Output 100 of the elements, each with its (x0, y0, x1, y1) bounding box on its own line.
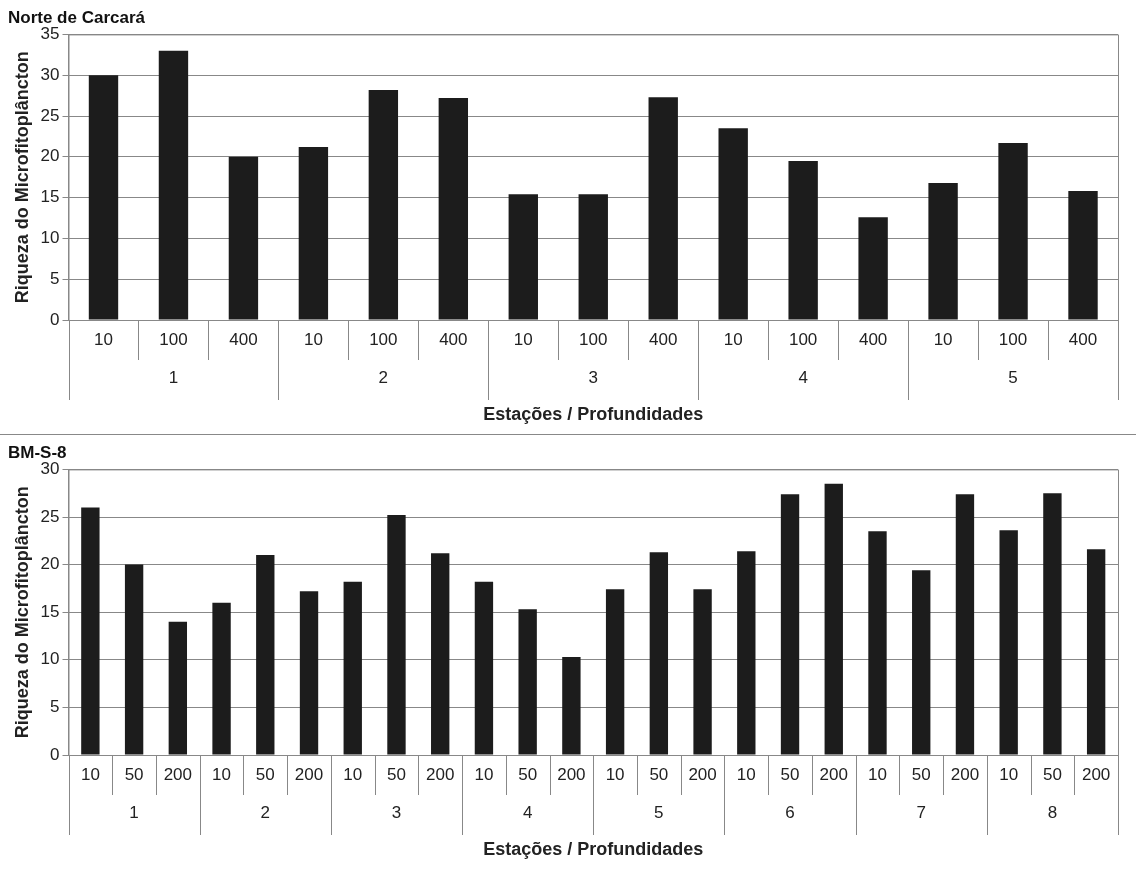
y-tick-label: 30 (40, 459, 60, 479)
text: 6 (785, 802, 795, 822)
x-tick-label: 200 (950, 764, 980, 784)
text: 1 (129, 802, 139, 822)
bar (955, 494, 975, 755)
y-axis-title: Riqueza do Microfitoplâncton (11, 486, 32, 739)
y-tick-label: 30 (40, 64, 60, 84)
bar (648, 97, 678, 320)
bar (737, 551, 756, 755)
chart-title: Norte de Carcará (8, 7, 146, 27)
chart-title: BM-S-8 (8, 442, 67, 462)
bar (368, 89, 399, 320)
bar (212, 602, 231, 755)
x-tick-label: 10 (343, 764, 363, 784)
x-tick-label: 50 (124, 764, 144, 784)
x-tick-label: 200 (294, 764, 324, 784)
bar (562, 656, 581, 755)
x-tick-label: 100 (369, 329, 398, 349)
y-tick-label: 15 (40, 187, 60, 207)
x-tick-label: 10 (513, 329, 533, 349)
bar (649, 552, 669, 755)
x-tick-label: 400 (858, 329, 888, 349)
y-tick-label: 5 (50, 268, 60, 288)
bar (299, 591, 319, 755)
bar (868, 531, 887, 755)
x-tick-label: 10 (605, 764, 625, 784)
x-tick-label: 10 (212, 764, 232, 784)
y-tick-label: 5 (50, 697, 60, 717)
x-tick-label: 100 (159, 329, 188, 349)
bar (1043, 493, 1062, 755)
x-axis-title: Estações / Profundidades (483, 839, 704, 860)
bar (518, 609, 537, 755)
x-tick-label: 100 (998, 329, 1028, 349)
x-tick-label: 50 (1042, 764, 1062, 784)
x-tick-label: 200 (426, 764, 455, 784)
x-tick-label: 50 (255, 764, 275, 784)
bar (1086, 549, 1106, 755)
text: 3 (391, 802, 402, 822)
y-axis-title: Riqueza do Microfitoplâncton (11, 51, 32, 304)
x-tick-label: 50 (649, 764, 669, 784)
bar (474, 581, 494, 755)
text: 4 (522, 802, 533, 822)
y-tick-label: 25 (40, 105, 60, 125)
y-tick-label: 20 (40, 554, 60, 574)
y-tick-label: 20 (40, 146, 60, 166)
x-tick-label: 400 (1068, 329, 1098, 349)
x-tick-label: 400 (229, 329, 258, 349)
bar (1068, 191, 1098, 320)
x-tick-label: 200 (688, 764, 717, 784)
x-tick-label: 100 (788, 329, 818, 349)
text: 7 (916, 802, 926, 822)
x-axis-title: Estações / Profundidades (483, 404, 704, 425)
bar (88, 75, 119, 320)
x-tick-label: 400 (649, 329, 678, 349)
bar (999, 530, 1018, 755)
x-tick-label: 200 (163, 764, 193, 784)
y-tick-label: 0 (50, 744, 60, 764)
y-tick-label: 35 (40, 24, 60, 44)
x-tick-label: 10 (868, 764, 887, 784)
bar (256, 555, 275, 755)
bar (693, 589, 712, 755)
bar (998, 142, 1028, 320)
x-tick-label: 50 (518, 764, 538, 784)
bar (431, 553, 450, 755)
text: 3 (588, 367, 598, 387)
bar (387, 515, 406, 755)
x-tick-label: 50 (911, 764, 931, 784)
bar (438, 98, 469, 320)
x-tick-label: 50 (387, 764, 406, 784)
bar (824, 483, 843, 755)
y-tick-label: 25 (40, 506, 60, 526)
text: 5 (1008, 367, 1018, 387)
bar (912, 570, 931, 755)
bar (343, 581, 362, 755)
x-tick-label: 50 (780, 764, 800, 784)
bar (780, 494, 800, 755)
text: 4 (798, 367, 808, 387)
bar (81, 507, 100, 755)
bar (508, 194, 538, 320)
bar (168, 621, 188, 755)
x-tick-label: 10 (736, 764, 756, 784)
bar (228, 156, 259, 320)
bar (788, 160, 818, 320)
x-tick-label: 10 (303, 329, 323, 349)
text: 2 (378, 367, 389, 387)
bar (718, 128, 748, 320)
x-tick-label: 400 (439, 329, 468, 349)
x-tick-label: 10 (999, 764, 1019, 784)
bar (928, 182, 958, 320)
text: 2 (260, 802, 271, 822)
x-tick-label: 200 (819, 764, 848, 784)
y-tick-label: 10 (40, 649, 60, 669)
bar (158, 50, 189, 320)
x-tick-label: 200 (1081, 764, 1111, 784)
text: 8 (1047, 802, 1058, 822)
bar (124, 564, 144, 755)
bar (578, 194, 608, 320)
x-tick-label: 10 (94, 329, 113, 349)
x-tick-label: 200 (557, 764, 586, 784)
text: 5 (654, 802, 664, 822)
